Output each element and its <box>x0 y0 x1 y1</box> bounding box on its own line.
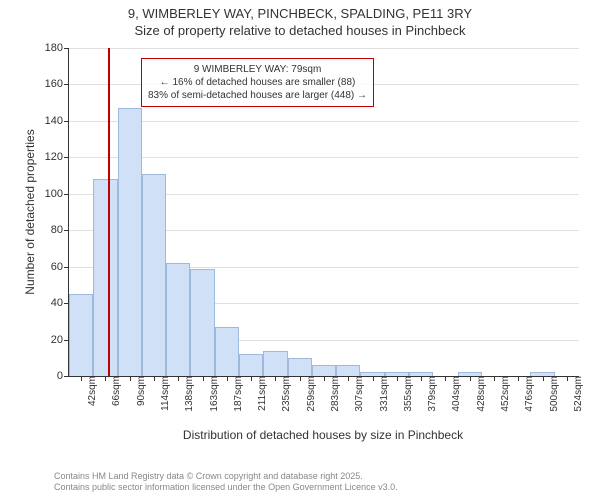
xtick-label: 235sqm <box>279 376 292 412</box>
xtick-label: 500sqm <box>547 376 560 412</box>
xtick-label: 404sqm <box>449 376 462 412</box>
xtick-label: 379sqm <box>425 376 438 412</box>
xtick-mark <box>470 376 471 381</box>
ytick-label: 20 <box>51 334 69 346</box>
footer-attribution: Contains HM Land Registry data © Crown c… <box>54 471 398 494</box>
xtick-label: 66sqm <box>109 376 122 406</box>
ytick-label: 80 <box>51 224 69 236</box>
xtick-label: 524sqm <box>571 376 584 412</box>
xtick-mark <box>373 376 374 381</box>
histogram-bar <box>263 351 287 377</box>
ytick-label: 140 <box>45 115 69 127</box>
xtick-label: 211sqm <box>255 376 268 411</box>
xtick-label: 187sqm <box>231 376 244 412</box>
xtick-label: 355sqm <box>401 376 414 412</box>
annotation-box: 9 WIMBERLEY WAY: 79sqm← 16% of detached … <box>141 58 374 107</box>
plot-area: 02040608010012014016018042sqm66sqm90sqm1… <box>68 48 579 377</box>
histogram-bar <box>93 179 117 376</box>
chart-title: 9, WIMBERLEY WAY, PINCHBECK, SPALDING, P… <box>0 0 600 40</box>
xtick-label: 114sqm <box>158 376 171 411</box>
xtick-label: 138sqm <box>182 376 195 412</box>
gridline <box>69 121 579 122</box>
ytick-label: 60 <box>51 261 69 273</box>
property-marker-line <box>108 48 110 376</box>
xtick-mark <box>494 376 495 381</box>
footer-line-2: Contains public sector information licen… <box>54 482 398 494</box>
xtick-label: 331sqm <box>377 376 390 412</box>
y-axis-label: Number of detached properties <box>23 112 37 312</box>
xtick-label: 163sqm <box>207 376 220 412</box>
xtick-mark <box>567 376 568 381</box>
annotation-line-1: 9 WIMBERLEY WAY: 79sqm <box>148 63 367 76</box>
xtick-mark <box>421 376 422 381</box>
xtick-mark <box>300 376 301 381</box>
histogram-bar <box>69 294 93 376</box>
ytick-label: 180 <box>45 42 69 54</box>
xtick-mark <box>81 376 82 381</box>
xtick-mark <box>518 376 519 381</box>
xtick-label: 428sqm <box>474 376 487 412</box>
gridline <box>69 157 579 158</box>
xtick-mark <box>324 376 325 381</box>
xtick-label: 307sqm <box>352 376 365 412</box>
histogram-bar <box>118 108 142 376</box>
ytick-label: 120 <box>45 151 69 163</box>
ytick-label: 100 <box>45 188 69 200</box>
xtick-mark <box>178 376 179 381</box>
histogram-bar <box>288 358 312 376</box>
xtick-mark <box>105 376 106 381</box>
histogram-bar <box>166 263 190 376</box>
histogram-bar <box>239 354 263 376</box>
gridline <box>69 48 579 49</box>
xtick-mark <box>251 376 252 381</box>
title-line-1: 9, WIMBERLEY WAY, PINCHBECK, SPALDING, P… <box>0 6 600 23</box>
histogram-bar <box>142 174 166 376</box>
xtick-label: 42sqm <box>85 376 98 406</box>
footer-line-1: Contains HM Land Registry data © Crown c… <box>54 471 398 483</box>
xtick-mark <box>275 376 276 381</box>
xtick-mark <box>397 376 398 381</box>
xtick-mark <box>543 376 544 381</box>
xtick-mark <box>348 376 349 381</box>
ytick-label: 0 <box>57 370 69 382</box>
chart-container: 9, WIMBERLEY WAY, PINCHBECK, SPALDING, P… <box>0 0 600 500</box>
xtick-label: 476sqm <box>522 376 535 412</box>
xtick-label: 452sqm <box>498 376 511 412</box>
histogram-bar <box>312 365 336 376</box>
xtick-label: 259sqm <box>304 376 317 412</box>
xtick-mark <box>154 376 155 381</box>
x-axis-label: Distribution of detached houses by size … <box>68 428 578 442</box>
histogram-bar <box>215 327 239 376</box>
annotation-line-3: 83% of semi-detached houses are larger (… <box>148 89 367 102</box>
xtick-label: 90sqm <box>134 376 147 406</box>
title-line-2: Size of property relative to detached ho… <box>0 23 600 40</box>
xtick-mark <box>203 376 204 381</box>
xtick-mark <box>227 376 228 381</box>
annotation-line-2: ← 16% of detached houses are smaller (88… <box>148 76 367 89</box>
histogram-bar <box>336 365 360 376</box>
histogram-bar <box>190 269 214 377</box>
xtick-label: 283sqm <box>328 376 341 412</box>
ytick-label: 160 <box>45 78 69 90</box>
xtick-mark <box>130 376 131 381</box>
ytick-label: 40 <box>51 297 69 309</box>
xtick-mark <box>445 376 446 381</box>
